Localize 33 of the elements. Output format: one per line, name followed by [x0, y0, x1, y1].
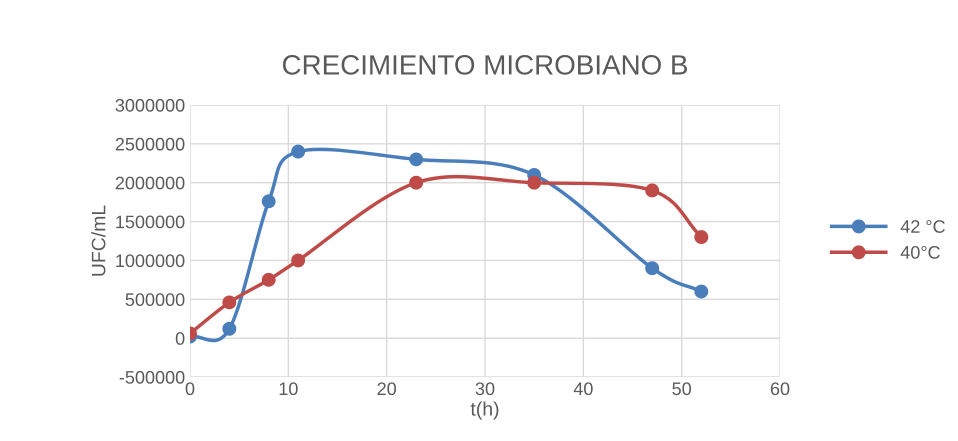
x-tick-label: 50: [672, 382, 692, 396]
point: [409, 152, 424, 166]
point: [409, 176, 424, 190]
x-tick-label: 10: [280, 382, 298, 396]
y-axis-title: UFC/mL: [91, 205, 106, 276]
x-tick-label: 30: [476, 382, 494, 396]
y-tick-label: 0: [176, 332, 184, 345]
point: [645, 261, 660, 276]
point: [222, 322, 236, 336]
y-tick-label: 2500000: [116, 138, 184, 151]
legend-label: 42 °C: [900, 220, 945, 233]
chart-title: CRECIMIENTO MICROBIANO B: [282, 55, 688, 75]
legend-label: 40°C: [900, 246, 940, 259]
x-tick-label: 40: [574, 382, 593, 396]
point: [291, 144, 306, 159]
y-tick-label: -500000: [120, 370, 184, 384]
point: [694, 284, 708, 298]
point: [222, 295, 236, 310]
y-tick-label: 3000000: [116, 98, 184, 112]
y-tick-label: 500000: [126, 293, 184, 306]
x-tick-label: 0: [186, 382, 194, 396]
point: [694, 230, 708, 244]
y-tick-label: 1500000: [116, 216, 184, 228]
point: [262, 194, 276, 208]
x-tick-label: 60: [770, 382, 790, 396]
x-tick-label: 20: [378, 382, 396, 396]
point: [262, 272, 276, 287]
y-tick-label: 1000000: [116, 254, 184, 268]
point: [645, 184, 660, 198]
y-tick-label: 2000000: [116, 176, 184, 190]
x-axis-title: t(h): [470, 401, 498, 420]
point: [291, 253, 306, 268]
point: [527, 176, 542, 190]
